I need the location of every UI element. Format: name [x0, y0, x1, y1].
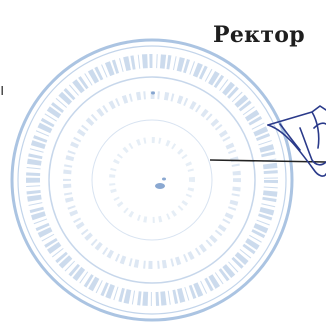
seal-rings — [10, 38, 294, 322]
signature-strokes — [267, 105, 326, 177]
seal-outer-text-band — [26, 54, 278, 306]
position-title: Ректор — [213, 22, 305, 48]
seal-outer-ring — [10, 38, 294, 322]
seal-inner-ring-2 — [91, 119, 213, 241]
seal-center-text-band — [109, 137, 195, 223]
seal-emblem — [151, 91, 166, 189]
seal-inner-text-band — [63, 91, 241, 269]
signature-line — [209, 159, 326, 163]
edge-mark: ı — [0, 80, 5, 99]
seal-inner-ring — [48, 76, 256, 284]
seal-outer-ring-2 — [17, 45, 287, 315]
